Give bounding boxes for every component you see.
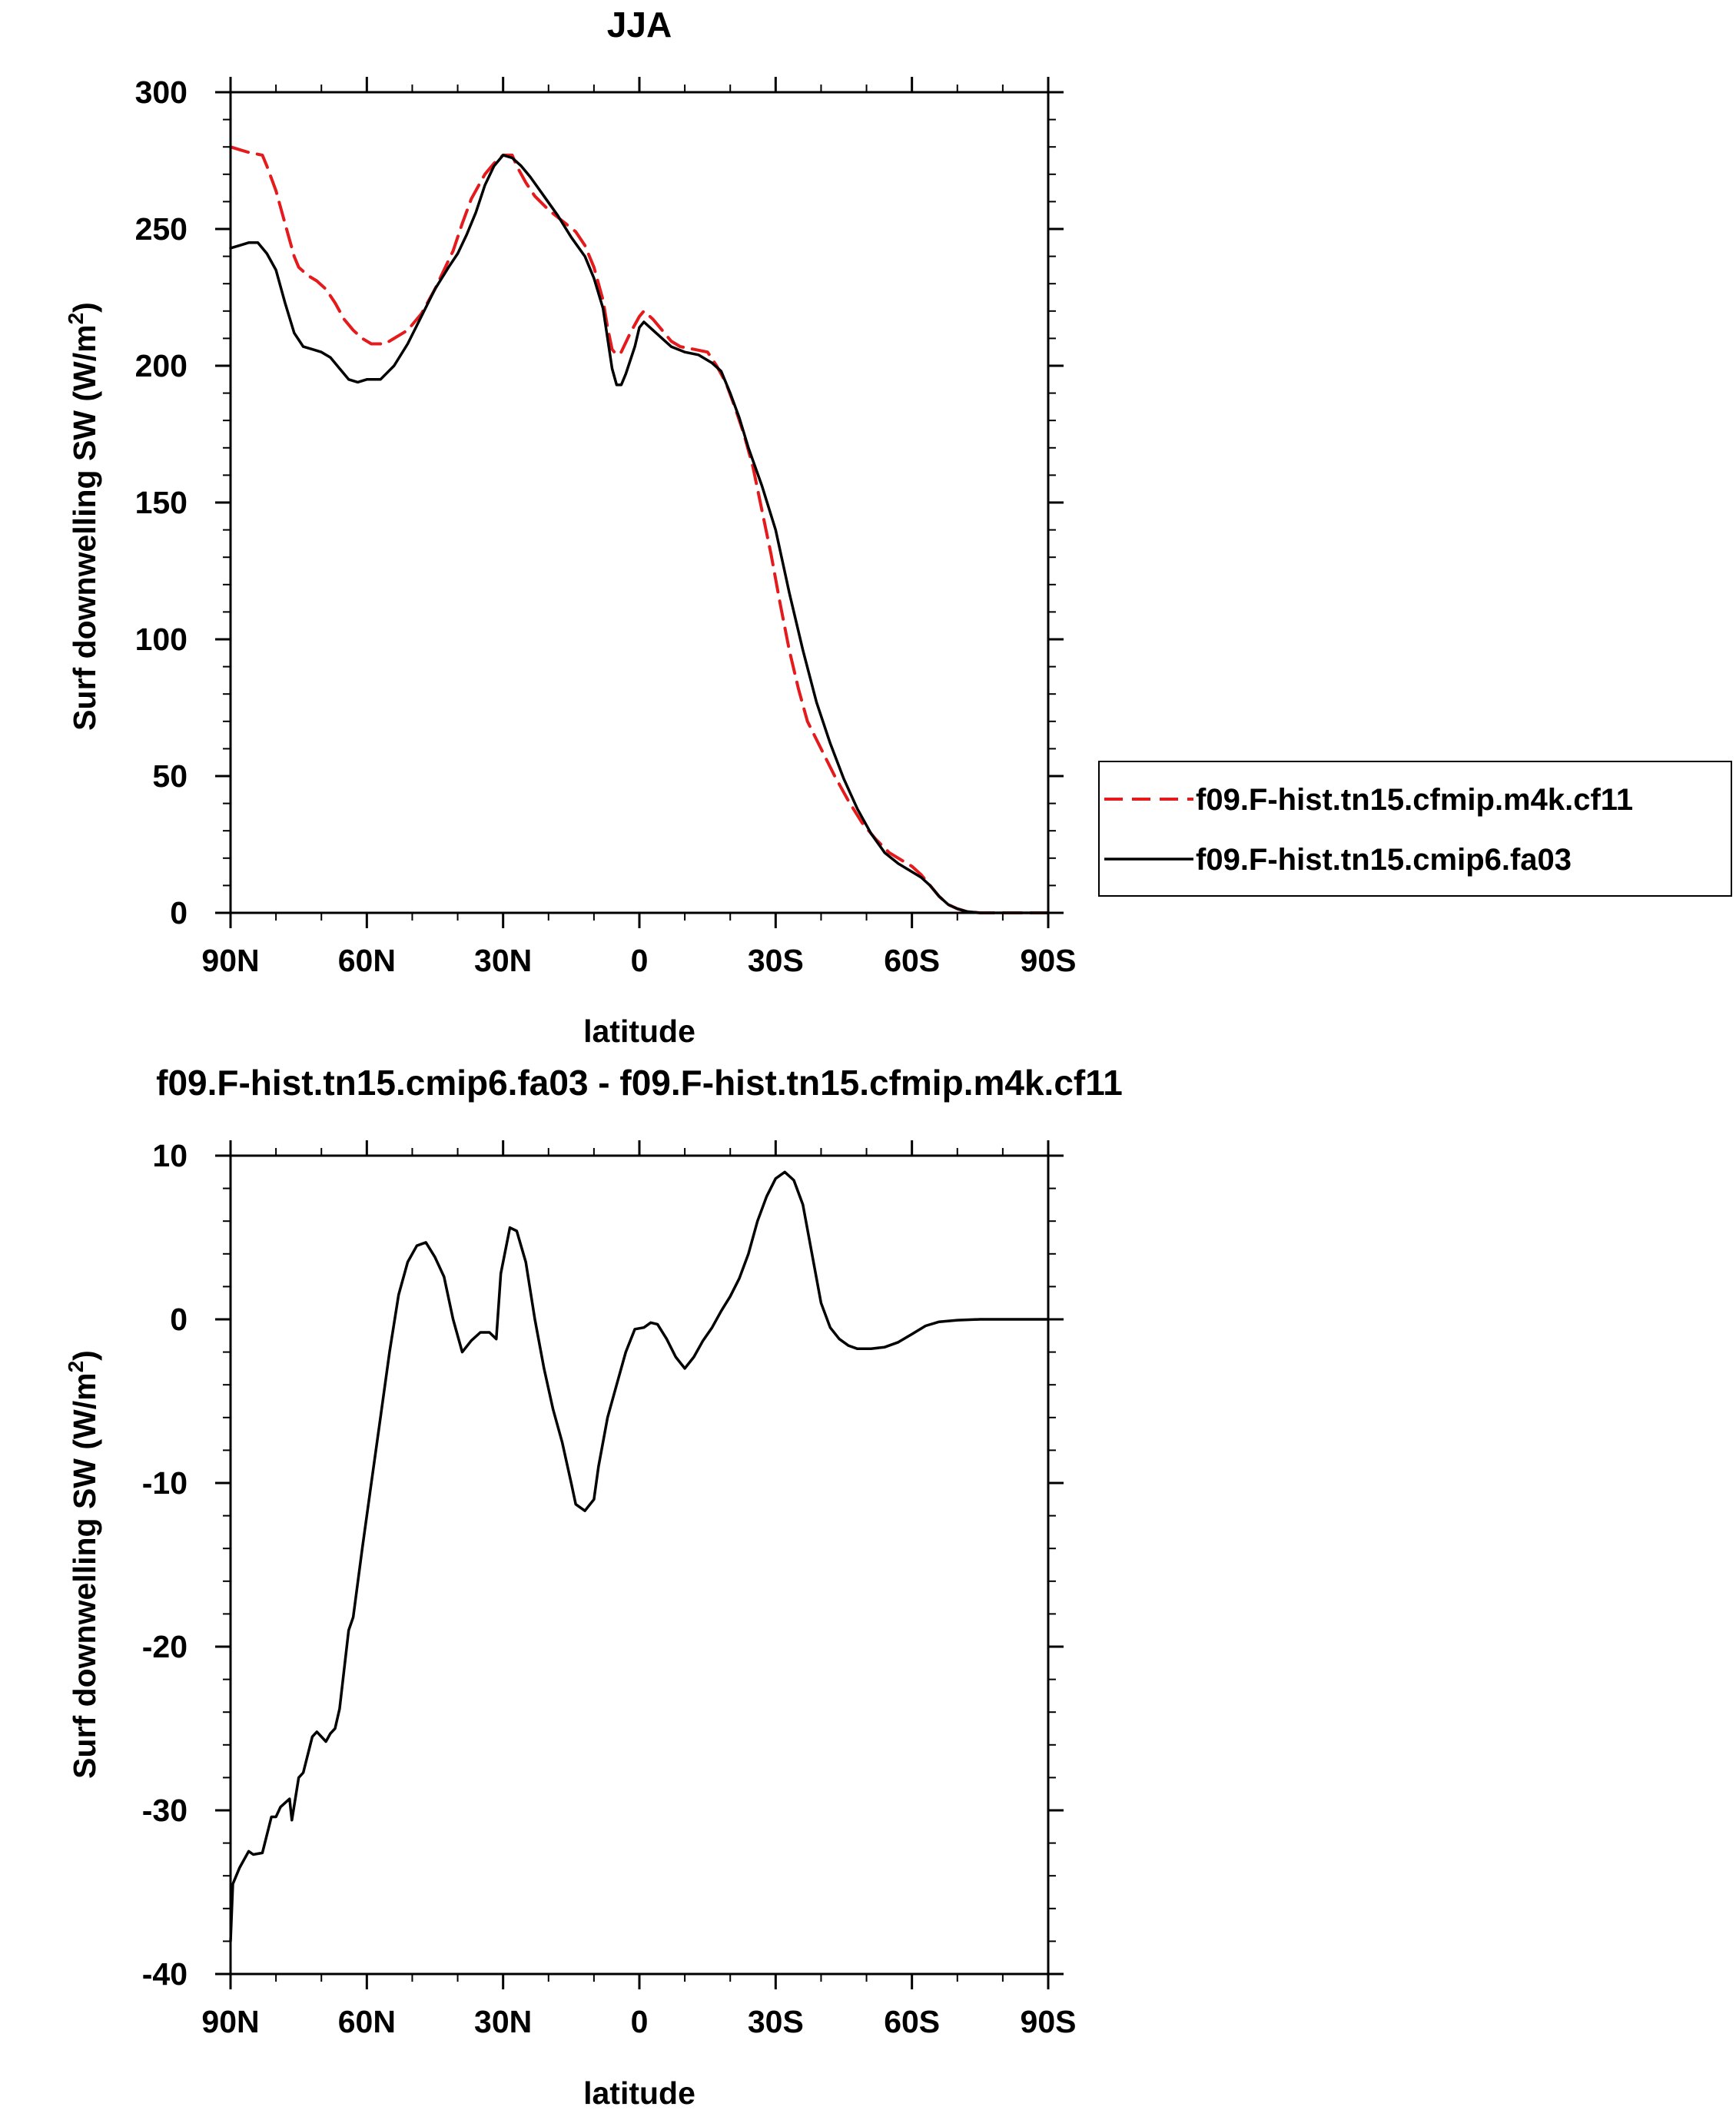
- legend-box: [1098, 761, 1732, 897]
- bottom-chart-title: f09.F-hist.tn15.cmip6.fa03 - f09.F-hist.…: [156, 1063, 1123, 1103]
- top-panel: JJA 90N 60N 30N 0 30S 60S 90S 0 50 100 150 200 250 30…: [64, 5, 1076, 1049]
- bottom-x-tick-label: 30S: [748, 2004, 804, 2039]
- top-y-tick-label: 100: [135, 622, 188, 657]
- bottom-y-tick-label: 0: [170, 1302, 188, 1337]
- top-x-axis-label: latitude: [583, 1014, 695, 1049]
- top-x-tick-label: 60N: [338, 943, 396, 978]
- top-y-tick-label: 200: [135, 348, 188, 383]
- top-y-axis-label: Surf downwelling SW (W/m2): [64, 302, 102, 731]
- bottom-x-tick-label: 0: [631, 2004, 649, 2039]
- bottom-y-axis-label: Surf downwelling SW (W/m2): [64, 1350, 102, 1779]
- legend: f09.F-hist.tn15.cfmip.m4k.cf11 f09.F-his…: [1098, 761, 1732, 897]
- top-y-tick-label: 250: [135, 211, 188, 247]
- top-y-tick-label: 300: [135, 75, 188, 110]
- top-series-line-1: [229, 154, 1050, 914]
- top-y-tick-label: 50: [152, 758, 188, 794]
- bottom-x-tick-label: 90N: [201, 2004, 259, 2039]
- top-chart-title: JJA: [607, 5, 672, 45]
- bottom-plot-area: 90N 60N 30N 0 30S 60S 90S -40 -30 -20 -10 0 10: [142, 1138, 1077, 2039]
- bottom-y-tick-label: -30: [142, 1793, 188, 1828]
- top-plot-frame: [229, 91, 1050, 914]
- legend-label-cmip6: f09.F-hist.tn15.cmip6.fa03: [1196, 843, 1572, 877]
- top-x-tick-label: 60S: [884, 943, 940, 978]
- bottom-x-tick-label: 90S: [1021, 2004, 1077, 2039]
- bottom-series-line-0: [229, 1170, 1050, 1943]
- bottom-x-tick-label: 30N: [474, 2004, 532, 2039]
- bottom-y-tick-label: -20: [142, 1629, 188, 1664]
- top-x-tick-label: 30N: [474, 943, 532, 978]
- bottom-y-tick-label: 10: [152, 1138, 188, 1173]
- top-x-tick-label: 0: [631, 943, 649, 978]
- top-y-tick-label: 0: [170, 895, 188, 931]
- bottom-panel: f09.F-hist.tn15.cmip6.fa03 - f09.F-hist.…: [64, 1063, 1123, 2110]
- bottom-x-tick-label: 60N: [338, 2004, 396, 2039]
- legend-label-cfmip: f09.F-hist.tn15.cfmip.m4k.cf11: [1196, 783, 1633, 817]
- top-x-tick-label: 90S: [1021, 943, 1077, 978]
- top-plot-area: 90N 60N 30N 0 30S 60S 90S 0 50 100 150 200 250 300: [135, 75, 1077, 978]
- bottom-y-tick-label: -10: [142, 1465, 188, 1501]
- top-x-tick-label: 90N: [201, 943, 259, 978]
- top-y-tick-label: 150: [135, 485, 188, 520]
- bottom-x-axis-label: latitude: [583, 2075, 695, 2110]
- bottom-y-tick-label: -40: [142, 1956, 188, 1992]
- top-series-line-0: [229, 145, 1050, 914]
- bottom-x-tick-label: 60S: [884, 2004, 940, 2039]
- bottom-plot-frame: [229, 1154, 1050, 1976]
- top-x-tick-label: 30S: [748, 943, 804, 978]
